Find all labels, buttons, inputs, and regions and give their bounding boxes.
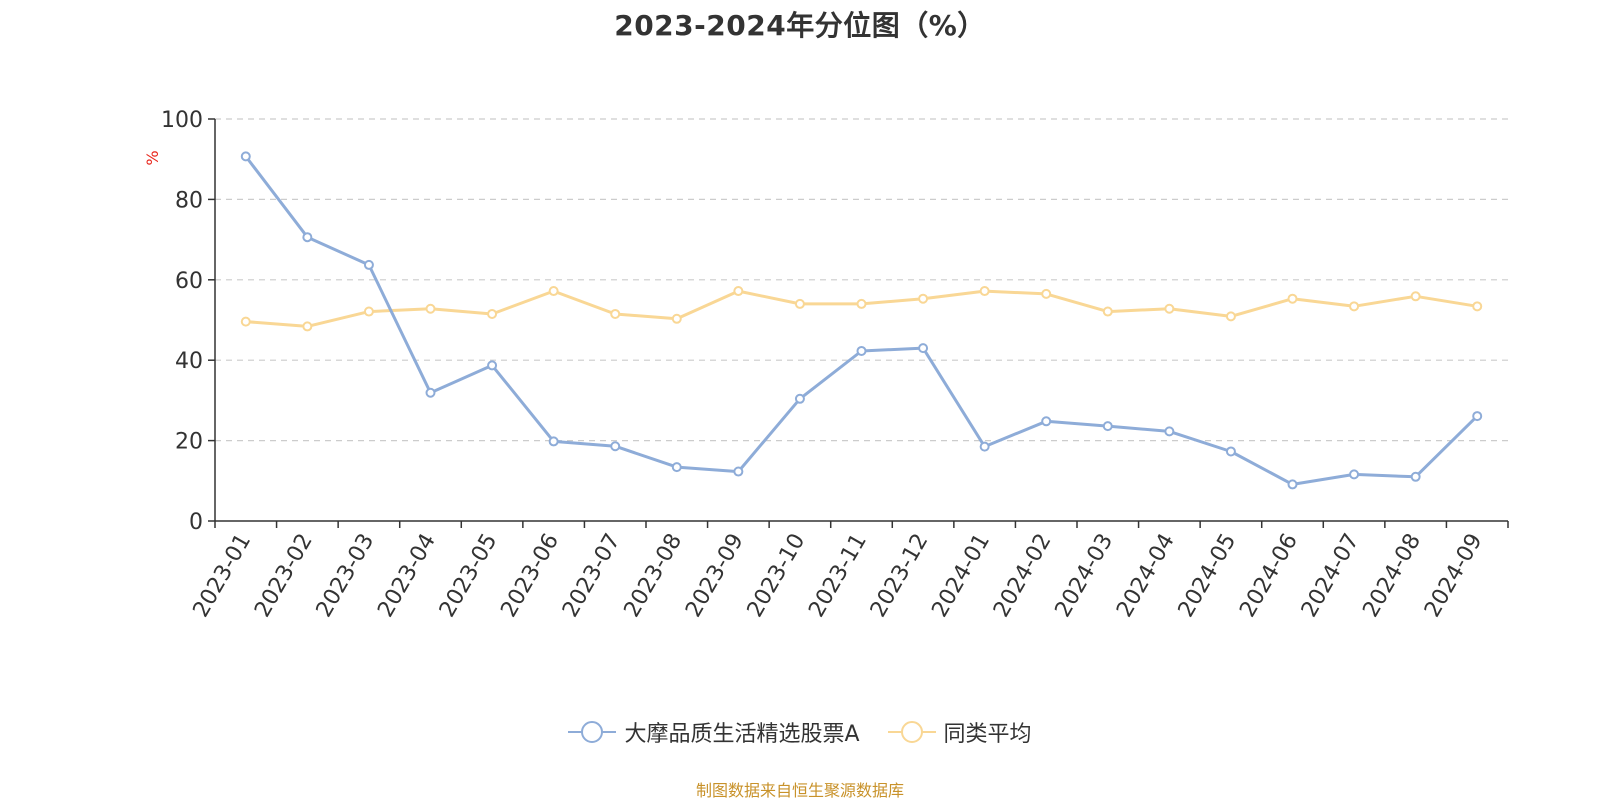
data-point-1 [1041,288,1052,299]
series-line-0 [244,155,1479,486]
x-tick-label: 2023-09 [681,530,749,622]
data-point-1 [240,316,251,327]
legend-item-peer-average[interactable]: 同类平均 [887,716,1032,748]
series-layer [240,151,1483,490]
data-point-0 [1225,446,1236,457]
data-point-0 [918,343,929,354]
data-point-0 [794,393,805,404]
x-tick-label: 2023-08 [620,530,688,622]
data-point-1 [548,286,559,297]
data-point-1 [979,286,990,297]
legend-label: 同类平均 [943,722,1032,747]
data-point-1 [1287,293,1298,304]
x-tick-label: 2024-02 [989,530,1057,622]
y-tick-label: 20 [175,430,203,455]
x-tick-label: 2023-05 [435,530,503,622]
data-point-0 [302,232,313,243]
data-point-0 [548,436,559,447]
x-tick-label: 2023-01 [189,530,257,622]
legend: 大摩品质生活精选股票A 同类平均 [0,716,1600,748]
data-point-0 [1041,416,1052,427]
data-point-0 [1472,411,1483,422]
x-tick-label: 2023-02 [250,530,318,622]
x-tick-label: 2023-07 [558,530,626,622]
data-point-0 [1102,421,1113,432]
y-tick-label: 40 [175,349,203,374]
data-point-0 [487,360,498,371]
chart-title: 2023-2024年分位图（%） [614,9,986,42]
data-point-1 [794,298,805,309]
data-point-1 [1225,311,1236,322]
data-point-0 [979,441,990,452]
data-point-1 [363,306,374,317]
data-point-1 [1164,303,1175,314]
data-point-1 [1102,306,1113,317]
source-note: 制图数据来自恒生聚源数据库 [695,781,904,800]
x-tick-label: 2024-06 [1235,530,1303,622]
y-axis-label: % [143,150,162,165]
x-tick-label: 2024-08 [1358,530,1426,622]
data-point-1 [302,321,313,332]
data-point-1 [918,293,929,304]
data-point-1 [610,308,621,319]
legend-marker-icon [568,720,617,744]
data-point-0 [856,345,867,356]
legend-label: 大摩品质生活精选股票A [624,722,860,747]
data-point-0 [240,151,251,162]
y-tick-label: 60 [175,269,203,294]
data-point-0 [1164,426,1175,437]
data-point-1 [487,308,498,319]
data-point-0 [1287,479,1298,490]
data-point-1 [425,303,436,314]
grid-layer [215,118,1508,442]
data-point-1 [1349,301,1360,312]
legend-item-fund[interactable]: 大摩品质生活精选股票A [568,716,860,748]
x-tick-label: 2024-05 [1174,530,1242,622]
data-point-0 [1349,469,1360,480]
x-tick-label: 2023-11 [804,530,872,622]
x-tick-label: 2024-03 [1051,530,1119,622]
x-tick-label: 2023-04 [373,530,441,622]
data-point-1 [733,286,744,297]
data-point-0 [425,387,436,398]
data-point-1 [856,298,867,309]
x-tick-label: 2023-12 [866,530,934,622]
data-point-0 [733,466,744,477]
x-tick-label: 2023-03 [312,530,380,622]
data-point-1 [1472,301,1483,312]
y-tick-label: 100 [161,108,203,133]
y-tick-label: 80 [175,188,203,213]
legend-marker-icon [887,720,936,744]
y-tick-label: 0 [189,510,203,535]
data-point-0 [610,441,621,452]
x-tick-label: 2024-07 [1297,530,1365,622]
x-tick-label: 2024-09 [1420,530,1488,622]
x-tick-label: 2023-10 [743,530,811,622]
data-point-0 [1410,471,1421,482]
data-point-1 [671,313,682,324]
x-tick-label: 2024-04 [1112,530,1180,622]
data-point-0 [671,462,682,473]
x-tick-label: 2024-01 [927,530,995,622]
data-point-0 [363,259,374,270]
axis-layer: 020406080100%2023-012023-022023-032023-0… [143,108,1509,622]
x-tick-label: 2023-06 [496,530,564,622]
data-point-1 [1410,291,1421,302]
